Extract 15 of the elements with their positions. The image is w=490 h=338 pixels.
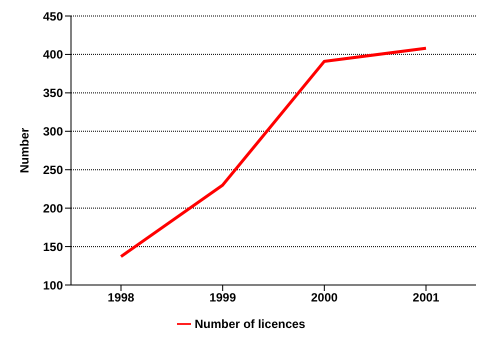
y-tick-label: 150 — [42, 240, 64, 254]
y-tick-label: 350 — [42, 86, 64, 100]
y-tick-label: 450 — [42, 9, 64, 24]
y-tick-label: 300 — [42, 124, 64, 139]
y-tick-label: 100 — [42, 278, 64, 292]
x-tick-label: 1999 — [209, 290, 236, 305]
line-series — [120, 46, 428, 258]
y-tick-label: 400 — [42, 48, 64, 62]
legend-label: Number of licences — [194, 317, 306, 331]
y-tick-label: 200 — [42, 201, 64, 216]
y-axis-title: Number — [17, 128, 32, 174]
y-tick-label: 250 — [42, 162, 64, 177]
x-tick-label: 2001 — [412, 290, 440, 305]
x-tick-label: 1998 — [108, 290, 135, 305]
x-tick-label: 2000 — [310, 290, 338, 305]
